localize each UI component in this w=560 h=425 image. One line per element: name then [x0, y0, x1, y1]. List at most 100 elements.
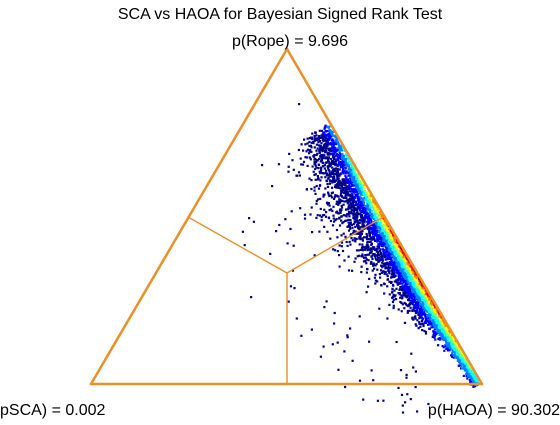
sample-point	[320, 176, 322, 178]
sample-point	[345, 162, 347, 164]
sample-point	[353, 177, 355, 179]
sample-point	[336, 211, 338, 213]
sample-point	[319, 185, 321, 187]
sample-point	[381, 266, 383, 268]
sample-point	[416, 410, 418, 412]
sample-point	[383, 249, 385, 251]
sample-point	[305, 150, 307, 152]
sample-point	[366, 238, 368, 240]
sample-point	[410, 307, 412, 309]
sample-point	[242, 231, 244, 233]
sample-point	[350, 212, 352, 214]
sample-point	[349, 241, 351, 243]
sample-point	[360, 210, 362, 212]
sample-point	[371, 205, 373, 207]
sample-point	[368, 194, 370, 196]
sample-point	[365, 214, 367, 216]
sample-point	[383, 236, 385, 238]
sample-point	[403, 307, 405, 309]
sample-point	[356, 183, 358, 185]
sample-point	[432, 313, 434, 315]
sample-point	[371, 243, 373, 245]
sample-point	[401, 310, 403, 312]
sample-point	[378, 308, 380, 310]
sample-point	[359, 219, 361, 221]
sample-point	[421, 329, 423, 331]
sample-point	[333, 149, 335, 151]
posterior-samples	[242, 103, 482, 420]
sample-point	[347, 225, 349, 227]
sample-point	[405, 377, 407, 379]
sample-point	[327, 178, 329, 180]
sample-point	[402, 283, 404, 285]
sample-point	[388, 237, 390, 239]
sample-point	[437, 344, 439, 346]
sample-point	[439, 339, 441, 341]
sample-point	[338, 254, 340, 256]
sample-point	[345, 209, 347, 211]
sample-point	[317, 167, 319, 169]
sample-point	[361, 189, 363, 191]
sample-point	[371, 232, 373, 234]
sample-point	[361, 266, 363, 268]
sample-point	[374, 264, 376, 266]
sample-point	[343, 233, 345, 235]
sample-point	[290, 285, 292, 287]
sample-point	[366, 244, 368, 246]
sample-point	[352, 168, 354, 170]
sample-point	[419, 326, 421, 328]
sample-point	[398, 271, 400, 273]
sample-point	[409, 310, 411, 312]
sample-point	[393, 305, 395, 307]
sample-point	[327, 148, 329, 150]
sample-point	[341, 207, 343, 209]
sample-point	[289, 228, 291, 230]
sample-point	[418, 321, 420, 323]
sample-point	[349, 182, 351, 184]
sample-point	[419, 310, 421, 312]
sample-point	[339, 184, 341, 186]
sample-point	[407, 292, 409, 294]
sample-point	[348, 188, 350, 190]
sample-point	[427, 304, 429, 306]
sample-point	[322, 157, 324, 159]
sample-point	[357, 224, 359, 226]
sample-point	[443, 350, 445, 352]
sample-point	[421, 311, 423, 313]
sample-point	[335, 184, 337, 186]
sample-point	[406, 295, 408, 297]
sample-point	[343, 200, 345, 202]
sample-point	[365, 257, 367, 259]
sample-point	[418, 291, 420, 293]
sample-point	[311, 138, 313, 140]
sample-point	[304, 143, 306, 145]
sample-point	[361, 246, 363, 248]
sample-point	[343, 182, 345, 184]
sample-point	[340, 194, 342, 196]
sample-point	[394, 240, 396, 242]
sample-point	[288, 153, 290, 155]
sample-point	[386, 273, 388, 275]
sample-point	[421, 299, 423, 301]
sample-point	[434, 339, 436, 341]
sample-point	[367, 249, 369, 251]
sample-point	[332, 224, 334, 226]
sample-point	[451, 339, 453, 341]
sample-point	[366, 291, 368, 293]
sample-point	[337, 250, 339, 252]
sample-point	[410, 398, 412, 400]
sample-point	[348, 230, 350, 232]
sample-point	[320, 160, 322, 162]
sample-point	[336, 229, 338, 231]
sample-point	[291, 210, 293, 212]
sample-point	[407, 281, 409, 283]
sample-point	[300, 158, 302, 160]
sample-point	[335, 149, 337, 151]
sample-point	[329, 173, 331, 175]
sample-point	[362, 399, 364, 401]
sample-point	[367, 198, 369, 200]
sample-point	[244, 244, 246, 246]
sample-point	[438, 315, 440, 317]
sample-point	[414, 310, 416, 312]
